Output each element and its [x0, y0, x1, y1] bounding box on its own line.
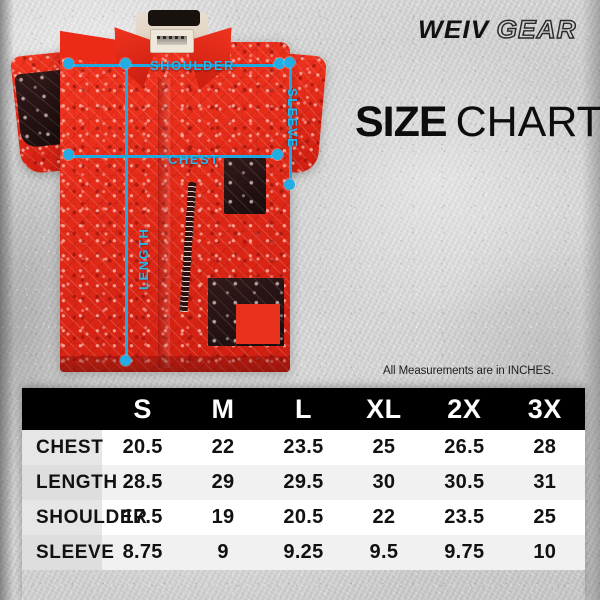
size-table-head: S M L XL 2X 3X [22, 388, 585, 430]
size-header-xl: XL [343, 388, 425, 430]
row-label-sleeve: SLEEVE [22, 535, 114, 570]
cell-chest-xl: 25 [343, 430, 425, 465]
table-row: CHEST 20.5 22 23.5 25 26.5 28 [22, 430, 585, 465]
brand-logo-weiv: WEIV [418, 16, 490, 44]
sleeve-measure-label: SLEEVE [285, 88, 300, 149]
size-table-header-row: S M L XL 2X 3X [22, 388, 585, 430]
size-header-m: M [182, 388, 264, 430]
size-table-body: CHEST 20.5 22 23.5 25 26.5 28 LENGTH 28.… [22, 430, 585, 570]
garment-lower-panel-inner [236, 304, 280, 344]
row-label-chest: CHEST [22, 430, 103, 465]
cell-chest-2x: 26.5 [424, 430, 505, 465]
cell-sleeve-2x: 9.75 [424, 535, 505, 570]
size-table: S M L XL 2X 3X CHEST 20.5 22 23.5 25 26.… [22, 388, 585, 570]
length-measure-dot-top [120, 58, 131, 69]
size-header-3x: 3X [504, 388, 585, 430]
table-row: LENGTH 28.5 29 29.5 30 30.5 31 [22, 465, 585, 500]
page-title-size: SIZE [355, 98, 448, 146]
table-row: SLEEVE 8.75 9 9.25 9.5 9.75 10 [22, 535, 585, 570]
cell-shoulder-l: 20.5 [263, 500, 344, 535]
cell-sleeve-3x: 10 [504, 535, 585, 570]
cell-sleeve-s: 8.75 [102, 535, 183, 570]
brand-logo: WEIV GEAR [418, 15, 577, 45]
cell-chest-l: 23.5 [263, 430, 344, 465]
row-label-length: LENGTH [22, 465, 117, 500]
measurement-units-note: All Measurements are in INCHES. [383, 365, 554, 377]
cell-sleeve-xl: 9.5 [343, 535, 425, 570]
size-header-l: L [263, 388, 344, 430]
shoulder-measure-line [68, 64, 280, 67]
cell-shoulder-s: 17.5 [102, 500, 183, 535]
garment-figure [8, 6, 338, 378]
cell-length-l: 29.5 [263, 465, 344, 500]
length-measure-line [125, 64, 128, 360]
garment-hem [60, 356, 290, 372]
cell-shoulder-m: 19 [182, 500, 264, 535]
length-measure-dot-bottom [120, 355, 131, 366]
cell-chest-3x: 28 [504, 430, 585, 465]
table-row: SHOULDER 17.5 19 20.5 22 23.5 25 [22, 500, 585, 535]
size-table-corner-cell [22, 388, 103, 430]
shoulder-measure-dot-right [274, 58, 285, 69]
cell-shoulder-xl: 22 [343, 500, 425, 535]
cell-length-2x: 30.5 [424, 465, 505, 500]
cell-length-m: 29 [182, 465, 264, 500]
cell-length-s: 28.5 [102, 465, 183, 500]
background-right-edge [582, 0, 600, 600]
cell-length-3x: 31 [504, 465, 585, 500]
cell-sleeve-l: 9.25 [263, 535, 344, 570]
sleeve-measure-dot-top [284, 57, 295, 68]
cell-chest-m: 22 [182, 430, 264, 465]
garment-placket [158, 78, 170, 368]
chest-measure-label: CHEST [168, 152, 220, 167]
length-measure-label: LENGTH [136, 227, 151, 290]
mannequin-neck-top [148, 10, 200, 26]
garment-chest-pocket [224, 158, 266, 214]
background-left-edge [0, 0, 14, 600]
chest-measure-line [68, 155, 278, 158]
size-header-2x: 2X [424, 388, 505, 430]
shoulder-measure-dot-left [63, 58, 74, 69]
garment-brand-tag [150, 29, 194, 53]
size-table-container: S M L XL 2X 3X CHEST 20.5 22 23.5 25 26.… [22, 388, 585, 600]
chest-measure-dot-right [272, 149, 283, 160]
cell-shoulder-3x: 25 [504, 500, 585, 535]
cell-shoulder-2x: 23.5 [424, 500, 505, 535]
cell-sleeve-m: 9 [182, 535, 264, 570]
size-header-s: S [102, 388, 183, 430]
cell-chest-s: 20.5 [102, 430, 183, 465]
row-label-shoulder: SHOULDER [22, 500, 147, 535]
shoulder-measure-label: SHOULDER [150, 58, 235, 73]
chest-measure-dot-left [63, 149, 74, 160]
sleeve-measure-line [289, 62, 292, 184]
page-title-chart: CHART [455, 98, 600, 146]
cell-length-xl: 30 [343, 465, 425, 500]
sleeve-measure-dot-bottom [284, 179, 295, 190]
brand-logo-gear: GEAR [496, 15, 577, 44]
page-title: SIZE CHART [355, 101, 600, 144]
